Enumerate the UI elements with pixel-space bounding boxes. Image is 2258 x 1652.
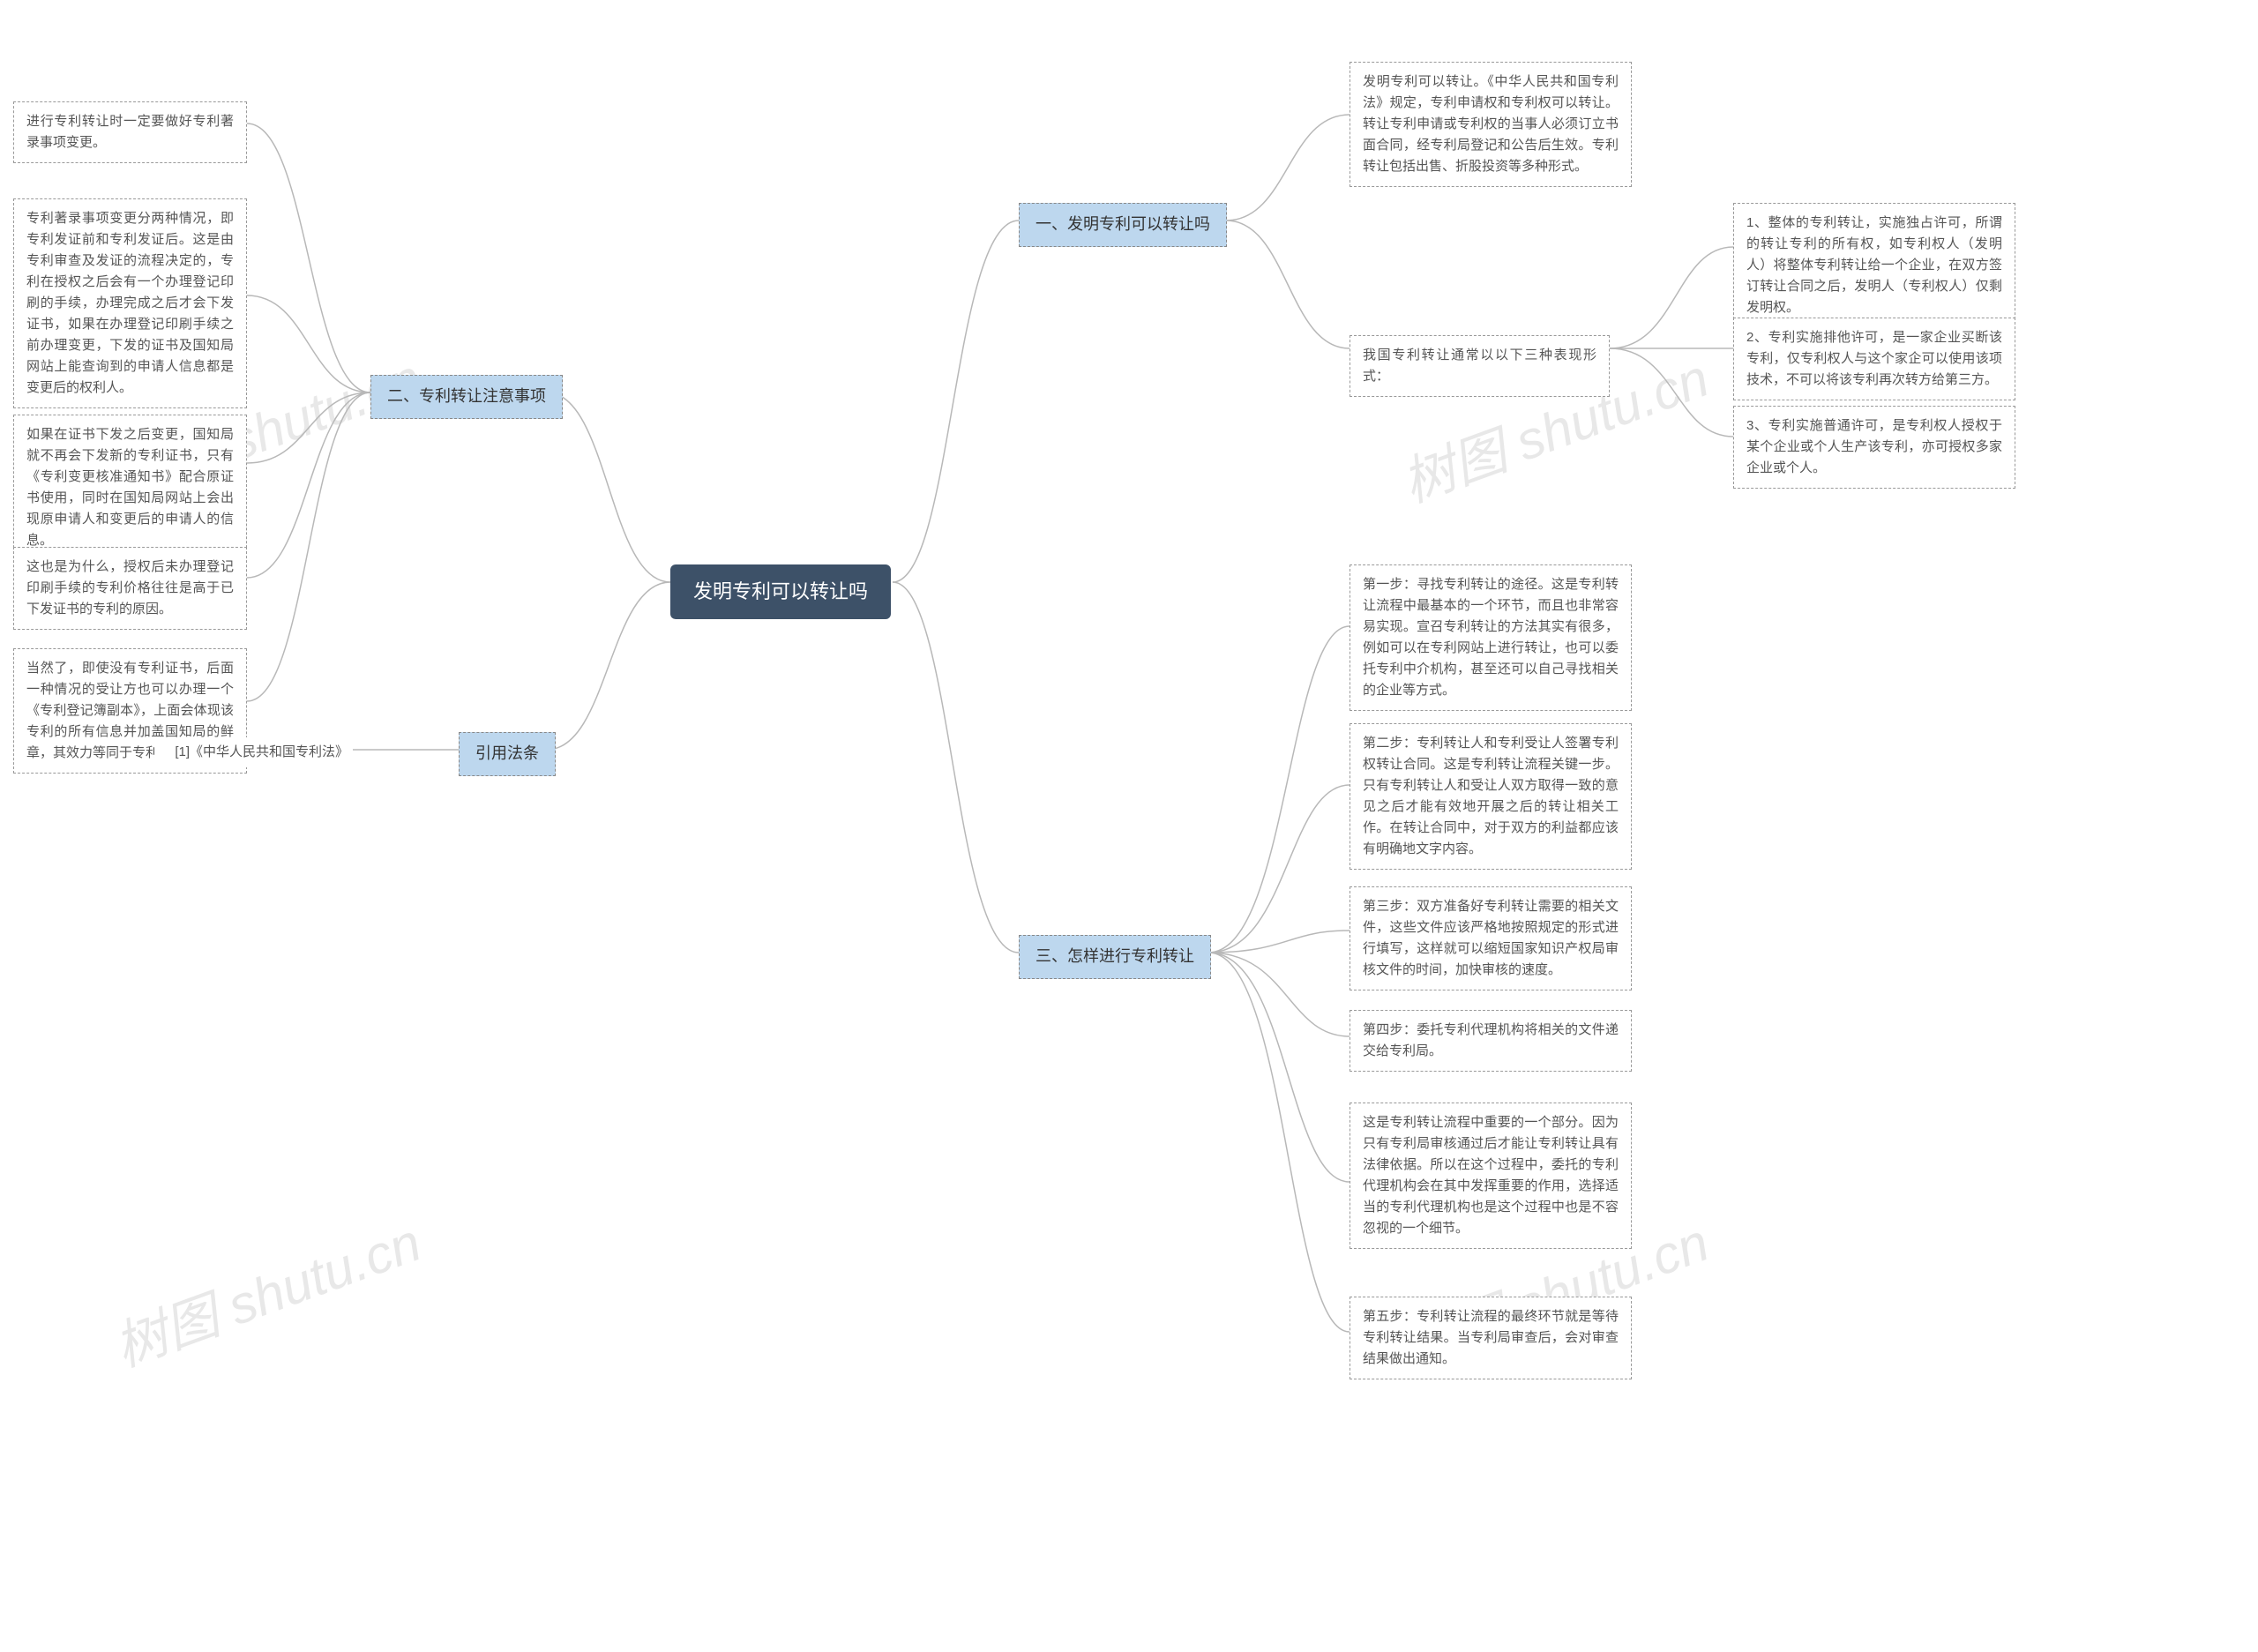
leaf-b4a: [1]《中华人民共和国专利法》: [154, 737, 353, 767]
watermark: 树图 shutu.cn: [102, 1200, 430, 1381]
leaf-b3e: 这是专利转让流程中重要的一个部分。因为只有专利局审核通过后才能让专利转让具有法律…: [1350, 1103, 1632, 1249]
leaf-b2c: 如果在证书下发之后变更，国知局就不再会下发新的专利证书，只有《专利变更核准通知书…: [13, 415, 247, 561]
leaf-b3d: 第四步：委托专利代理机构将相关的文件递交给专利局。: [1350, 1010, 1632, 1072]
leaf-b1b3: 3、专利实施普通许可，是专利权人授权于某个企业或个人生产该专利，亦可授权多家企业…: [1733, 406, 2015, 489]
leaf-b2d: 这也是为什么，授权后未办理登记印刷手续的专利价格往往是高于已下发证书的专利的原因…: [13, 547, 247, 630]
leaf-b1b1: 1、整体的专利转让，实施独占许可，所谓的转让专利的所有权，如专利权人（发明人）将…: [1733, 203, 2015, 328]
root-node: 发明专利可以转让吗: [670, 564, 891, 619]
branch-3: 三、怎样进行专利转让: [1019, 935, 1211, 979]
branch-4: 引用法条: [459, 732, 556, 776]
leaf-b3b: 第二步：专利转让人和专利受让人签署专利权转让合同。这是专利转让流程关键一步。只有…: [1350, 723, 1632, 870]
leaf-b3a: 第一步：寻找专利转让的途径。这是专利转让流程中最基本的一个环节，而且也非常容易实…: [1350, 564, 1632, 711]
leaf-b1a: 发明专利可以转让。《中华人民共和国专利法》规定，专利申请权和专利权可以转让。转让…: [1350, 62, 1632, 187]
leaf-b2b: 专利著录事项变更分两种情况，即专利发证前和专利发证后。这是由专利审查及发证的流程…: [13, 198, 247, 408]
leaf-b2a: 进行专利转让时一定要做好专利著录事项变更。: [13, 101, 247, 163]
branch-2: 二、专利转让注意事项: [370, 375, 563, 419]
leaf-b1b: 我国专利转让通常以以下三种表现形式：: [1350, 335, 1610, 397]
branch-1: 一、发明专利可以转让吗: [1019, 203, 1227, 247]
leaf-b3c: 第三步：双方准备好专利转让需要的相关文件，这些文件应该严格地按照规定的形式进行填…: [1350, 886, 1632, 990]
leaf-b3f: 第五步：专利转让流程的最终环节就是等待专利转让结果。当专利局审查后，会对审查结果…: [1350, 1297, 1632, 1379]
leaf-b1b2: 2、专利实施排他许可，是一家企业买断该专利，仅专利权人与这个家企可以使用该项技术…: [1733, 318, 2015, 400]
